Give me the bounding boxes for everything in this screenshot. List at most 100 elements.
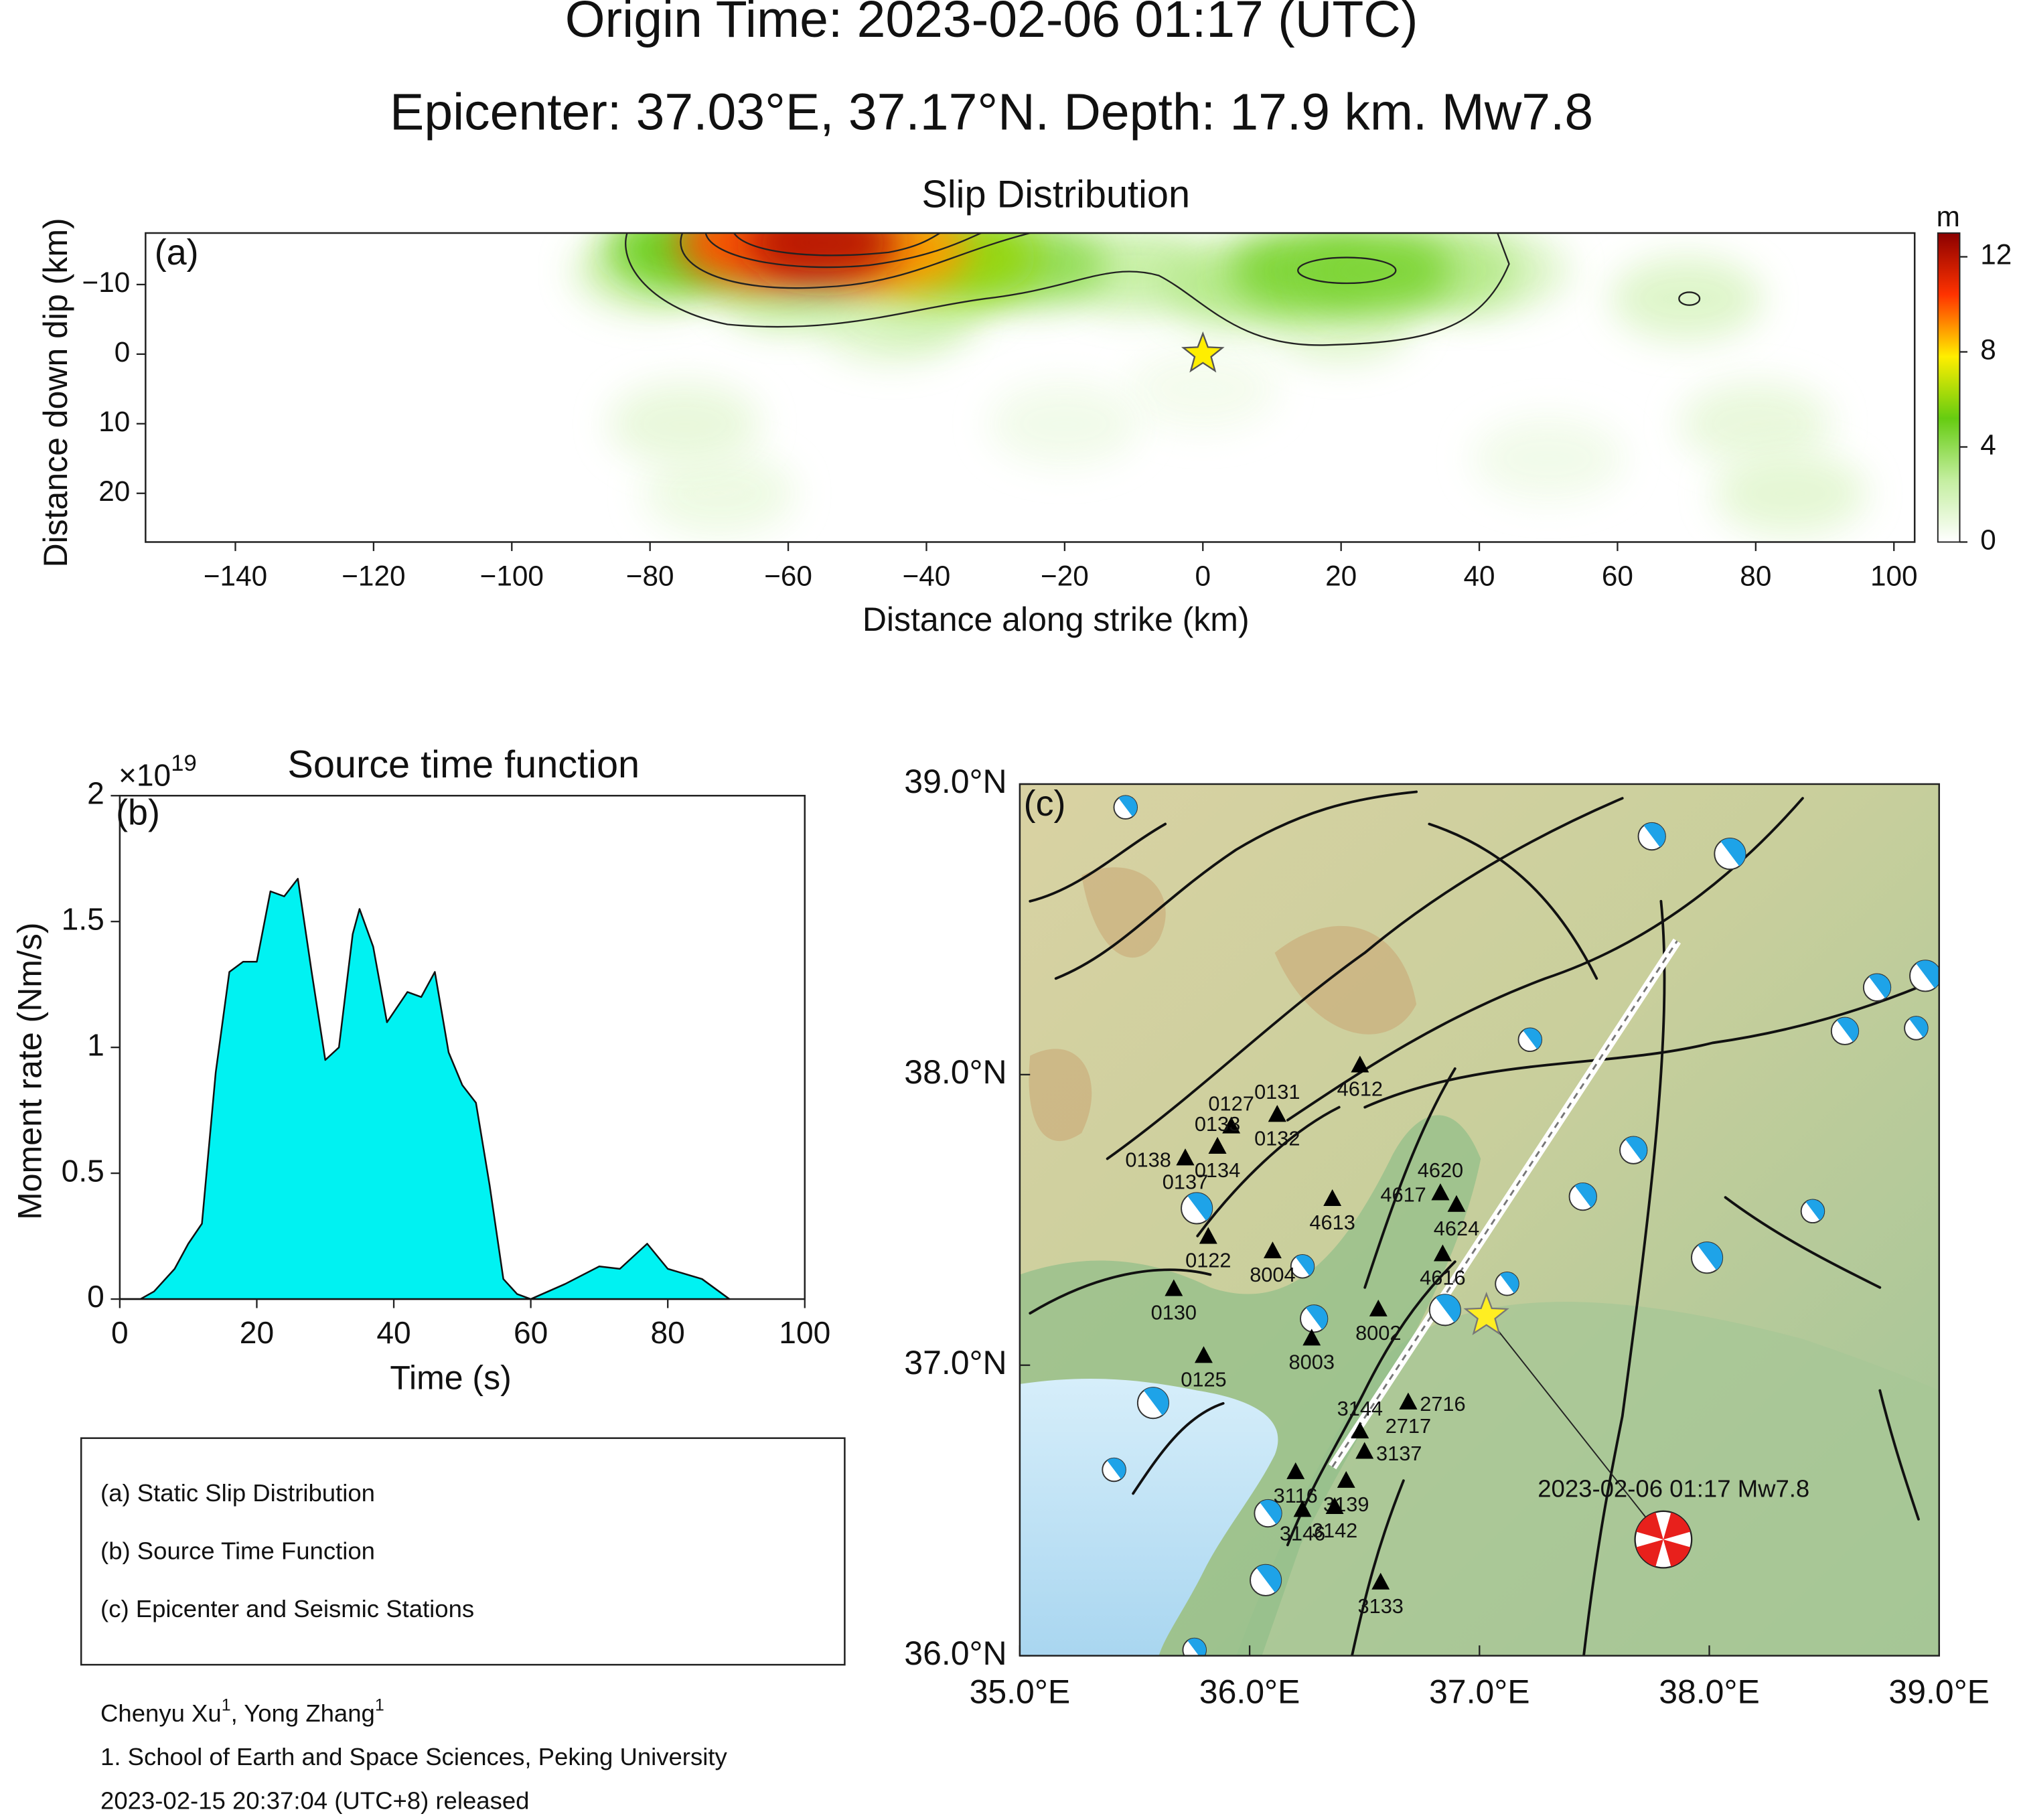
slip-patch (1126, 347, 1279, 431)
station-label: 0132 (1254, 1126, 1300, 1150)
station-label: 0130 (1151, 1301, 1197, 1324)
legend-entry: (c) Epicenter and Seismic Stations (100, 1595, 474, 1622)
station-label: 3144 (1337, 1397, 1383, 1420)
x-tick-label: −100 (480, 560, 544, 591)
y-tick-label: 20 (98, 475, 130, 507)
panel-label: (c) (1024, 783, 1066, 824)
focal-mechanism-fill (1574, 1183, 1596, 1208)
station-label: 0127 (1208, 1091, 1254, 1115)
focal-mechanism-fill (1523, 1028, 1542, 1049)
x-tick-label: 36.0°E (1199, 1673, 1300, 1711)
y-tick-label: 36.0°N (904, 1635, 1006, 1672)
slip-patch (608, 382, 761, 466)
focal-mechanism-fill (1118, 795, 1138, 817)
focal-mechanism-fill (1916, 960, 1939, 988)
x-tick-label: 20 (1325, 560, 1357, 591)
slip-field (574, 233, 1866, 536)
focal-mechanism-fill (1187, 1193, 1213, 1221)
focal-mechanism-fill (1306, 1305, 1328, 1330)
authors: Chenyu Xu1, Yong Zhang1 (100, 1695, 384, 1727)
colorbar-tick-label: 8 (1980, 334, 1996, 366)
station (1325, 1497, 1344, 1514)
contour (1297, 256, 1397, 285)
station (1302, 1329, 1321, 1346)
y-tick-label: 38.0°N (904, 1053, 1006, 1091)
station (1351, 1055, 1369, 1073)
x-axis-label: Distance along strike (km) (863, 601, 1250, 638)
affiliation: 1. School of Earth and Space Sciences, P… (100, 1743, 727, 1770)
x-tick-label: −80 (626, 560, 674, 591)
colorbar-tick-label: 4 (1980, 429, 1996, 461)
moment-rate-area (119, 878, 731, 1300)
colorbar-tick-label: 12 (1980, 239, 2012, 271)
station-label: 3142 (1312, 1519, 1357, 1542)
slip-patch (1472, 416, 1625, 501)
station-label: 4620 (1418, 1158, 1463, 1182)
y-axis-label: Moment rate (Nm/s) (11, 923, 48, 1220)
focal-mechanism-fill (1295, 1254, 1315, 1276)
legend-entry: (a) Static Slip Distribution (100, 1479, 375, 1507)
y-tick-label: 37.0°N (904, 1344, 1006, 1381)
epicenter (1463, 1292, 1509, 1336)
author-affil: 1 (222, 1695, 231, 1714)
station (1222, 1116, 1241, 1134)
station-label: 3146 (1280, 1521, 1325, 1545)
station (1194, 1346, 1213, 1363)
lowland (1236, 1302, 1939, 1656)
slip-patch (747, 233, 899, 285)
plot-frame (145, 232, 1916, 543)
slip-patch (643, 451, 796, 536)
x-tick-label: 100 (779, 1315, 830, 1350)
x-tick-label: 0 (1195, 560, 1211, 591)
focal-mechanism-fill (1435, 1294, 1461, 1322)
mainshock-label: 2023-02-06 01:17 Mw7.8 (1538, 1475, 1809, 1503)
x-tick-label: 100 (1870, 560, 1918, 591)
panel-title: Source time function (287, 743, 640, 786)
y-scale-exponent: 19 (171, 751, 196, 776)
station (1323, 1189, 1342, 1207)
station (1268, 1105, 1286, 1122)
focal-mechanism-fill (1836, 1017, 1859, 1042)
colorbar (1937, 232, 1961, 543)
y-tick-label: 1.5 (62, 901, 104, 936)
author-affil: 1 (375, 1695, 384, 1714)
slip-patch (1714, 451, 1866, 536)
x-tick-label: 40 (1464, 560, 1495, 591)
focal-mechanism-fill (1260, 1499, 1282, 1525)
focal-mechanism-fill (1698, 1242, 1723, 1270)
focal-mechanism-fill (1720, 838, 1746, 866)
slip-patch (1611, 256, 1763, 341)
colorbar-tick-label: 0 (1980, 524, 1996, 556)
focal-mechanism-fill (1909, 1016, 1928, 1038)
author: Chenyu Xu (100, 1699, 222, 1727)
station-label: 3133 (1358, 1594, 1404, 1618)
station (1176, 1148, 1195, 1166)
station-label: 3137 (1376, 1442, 1422, 1465)
station-label: 4617 (1380, 1183, 1426, 1207)
release-time: 2023-02-15 20:37:04 (UTC+8) released (100, 1787, 529, 1815)
hypocenter (1181, 331, 1225, 373)
fault-lines (1029, 790, 1939, 1656)
y-scale-base: ×10 (119, 758, 171, 793)
slip-patch (988, 382, 1141, 466)
station-label: 0125 (1181, 1367, 1226, 1391)
focal-mechanism-fill (1500, 1272, 1519, 1294)
station-label: 0138 (1125, 1148, 1171, 1172)
y-scale-label: ×1019 (119, 751, 197, 792)
station-label: 0133 (1195, 1112, 1240, 1136)
x-tick-label: 80 (651, 1315, 685, 1350)
slip-patch (1299, 233, 1452, 313)
station-label: 3116 (1274, 1484, 1318, 1507)
slip-patch (1679, 382, 1832, 466)
x-axis-label: Time (s) (390, 1359, 511, 1396)
station (1433, 1244, 1452, 1262)
panel-label: (a) (155, 232, 199, 273)
station (1351, 1422, 1369, 1439)
slip-contours (625, 233, 1701, 346)
x-tick-label: 60 (1602, 560, 1633, 591)
station (1293, 1500, 1312, 1517)
title: Origin Time: 2023-02-06 01:17 (UTC) (565, 0, 1418, 48)
focal-mechanism-fill (1107, 1458, 1126, 1479)
x-tick-label: 60 (514, 1315, 548, 1350)
x-tick-label: 37.0°E (1429, 1673, 1530, 1711)
